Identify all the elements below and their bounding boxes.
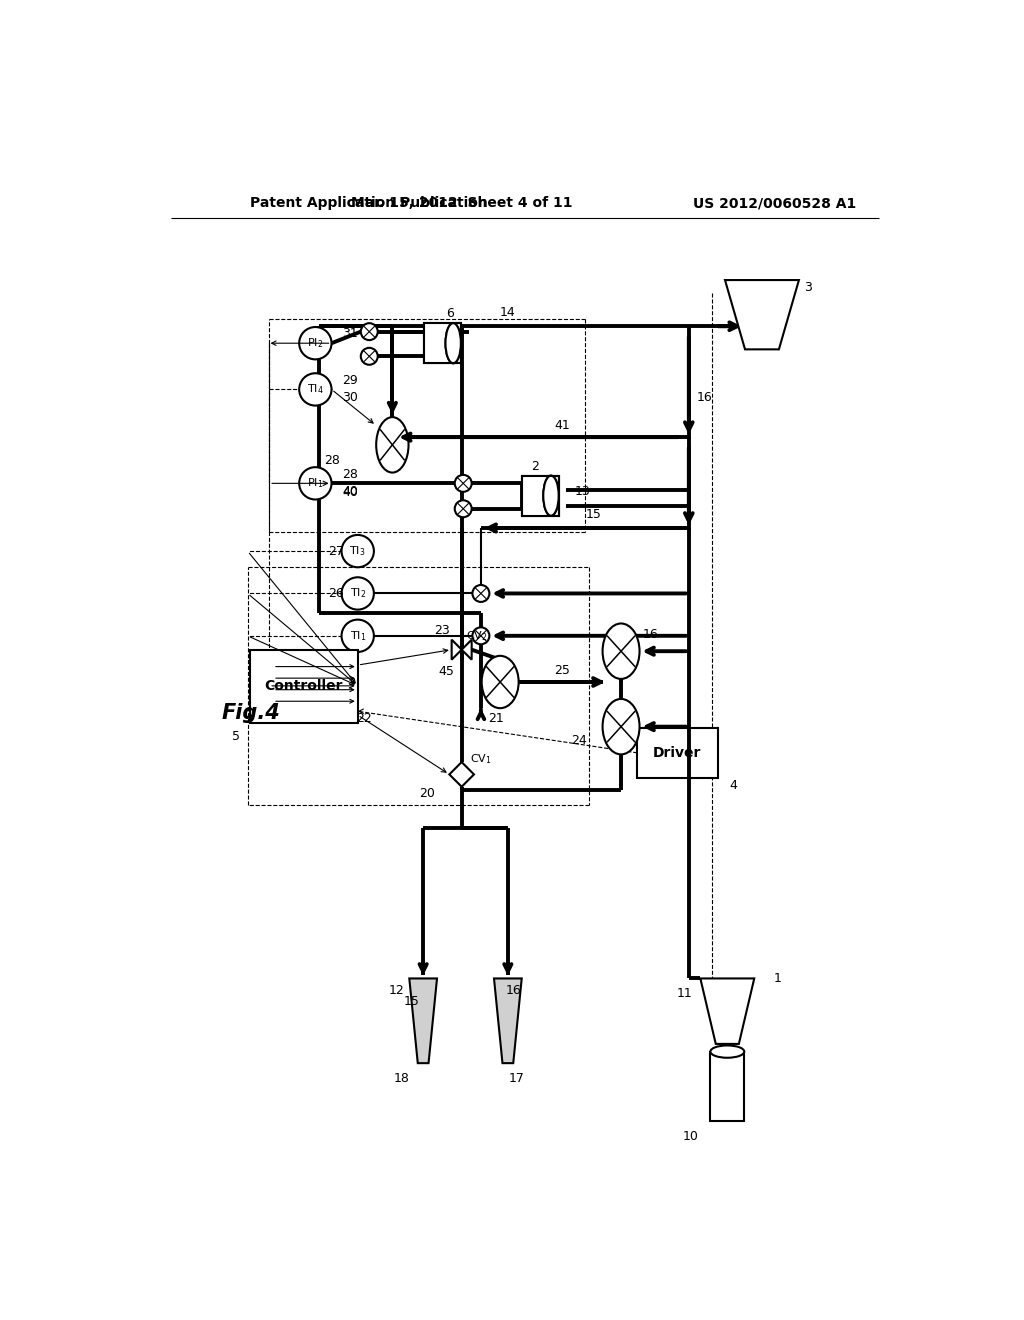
Bar [521, 475, 559, 516]
Text: 45: 45 [438, 665, 455, 677]
Text: 31: 31 [342, 327, 357, 341]
Text: Patent Application Publication: Patent Application Publication [250, 197, 487, 210]
Text: 27: 27 [329, 545, 344, 557]
Text: CV$_1$: CV$_1$ [470, 752, 492, 766]
Text: 40: 40 [342, 484, 358, 498]
Polygon shape [410, 978, 437, 1063]
Text: TI$_2$: TI$_2$ [349, 586, 366, 601]
Bar [424, 323, 446, 363]
Circle shape [342, 535, 374, 568]
Text: 13: 13 [574, 486, 591, 499]
Text: 15: 15 [586, 508, 602, 521]
Text: 12: 12 [388, 983, 404, 997]
Ellipse shape [445, 323, 461, 363]
Circle shape [472, 627, 489, 644]
Text: 16: 16 [506, 983, 522, 997]
Bar [711, 1052, 744, 1121]
Text: 11: 11 [677, 987, 693, 1001]
Polygon shape [725, 280, 799, 350]
Circle shape [299, 327, 332, 359]
Text: Driver: Driver [653, 746, 701, 760]
Circle shape [299, 467, 332, 499]
Text: 40: 40 [342, 486, 358, 499]
Text: 14: 14 [500, 306, 516, 319]
Ellipse shape [544, 475, 559, 516]
Text: PI$_2$: PI$_2$ [307, 337, 324, 350]
Text: 20: 20 [419, 787, 435, 800]
Text: Fig.4: Fig.4 [221, 702, 281, 723]
Text: Controller: Controller [264, 678, 343, 693]
Text: CV$_2$: CV$_2$ [466, 628, 487, 643]
Ellipse shape [376, 417, 409, 473]
Text: 29: 29 [342, 374, 357, 387]
Ellipse shape [445, 323, 461, 363]
Text: 1: 1 [773, 972, 781, 985]
Bar [424, 323, 461, 363]
Ellipse shape [544, 475, 559, 516]
Text: 16: 16 [696, 391, 712, 404]
Text: 16: 16 [642, 628, 658, 640]
Text: 24: 24 [570, 734, 587, 747]
Text: TI$_4$: TI$_4$ [307, 383, 324, 396]
Text: 28: 28 [325, 454, 340, 467]
Text: Mar. 15, 2012  Sheet 4 of 11: Mar. 15, 2012 Sheet 4 of 11 [351, 197, 572, 210]
Text: 23: 23 [434, 624, 451, 638]
Bar [521, 475, 559, 516]
Circle shape [342, 577, 374, 610]
Text: PI$_1$: PI$_1$ [307, 477, 324, 490]
Text: US 2012/0060528 A1: US 2012/0060528 A1 [692, 197, 856, 210]
Text: 17: 17 [509, 1072, 525, 1085]
Text: 18: 18 [393, 1072, 410, 1085]
Text: TI$_1$: TI$_1$ [349, 628, 366, 643]
Polygon shape [452, 640, 462, 660]
Text: 30: 30 [342, 391, 358, 404]
Text: 25: 25 [554, 664, 569, 677]
Bar [521, 475, 544, 516]
Circle shape [342, 619, 374, 652]
Bar [250, 649, 357, 723]
Text: 28: 28 [342, 467, 358, 480]
Text: 4: 4 [729, 779, 737, 792]
Bar [637, 729, 718, 779]
Text: 5: 5 [232, 730, 240, 743]
Circle shape [360, 323, 378, 341]
Ellipse shape [602, 700, 640, 755]
Ellipse shape [602, 623, 640, 678]
Ellipse shape [481, 656, 518, 708]
Text: 15: 15 [403, 995, 420, 1008]
Text: 21: 21 [488, 713, 504, 726]
Bar [424, 323, 461, 363]
Ellipse shape [711, 1045, 744, 1057]
Polygon shape [700, 978, 755, 1044]
Text: TI$_3$: TI$_3$ [349, 544, 366, 558]
Circle shape [455, 475, 472, 492]
Polygon shape [462, 640, 472, 660]
Circle shape [299, 374, 332, 405]
Circle shape [472, 585, 489, 602]
Text: 3: 3 [804, 281, 812, 294]
Text: 26: 26 [329, 587, 344, 601]
Text: 22: 22 [356, 713, 372, 726]
Text: 10: 10 [682, 1130, 698, 1143]
Text: 2: 2 [530, 459, 539, 473]
Text: 6: 6 [446, 308, 454, 321]
Polygon shape [450, 762, 474, 787]
Text: 41: 41 [554, 418, 569, 432]
Circle shape [455, 500, 472, 517]
Circle shape [360, 348, 378, 364]
Polygon shape [494, 978, 521, 1063]
